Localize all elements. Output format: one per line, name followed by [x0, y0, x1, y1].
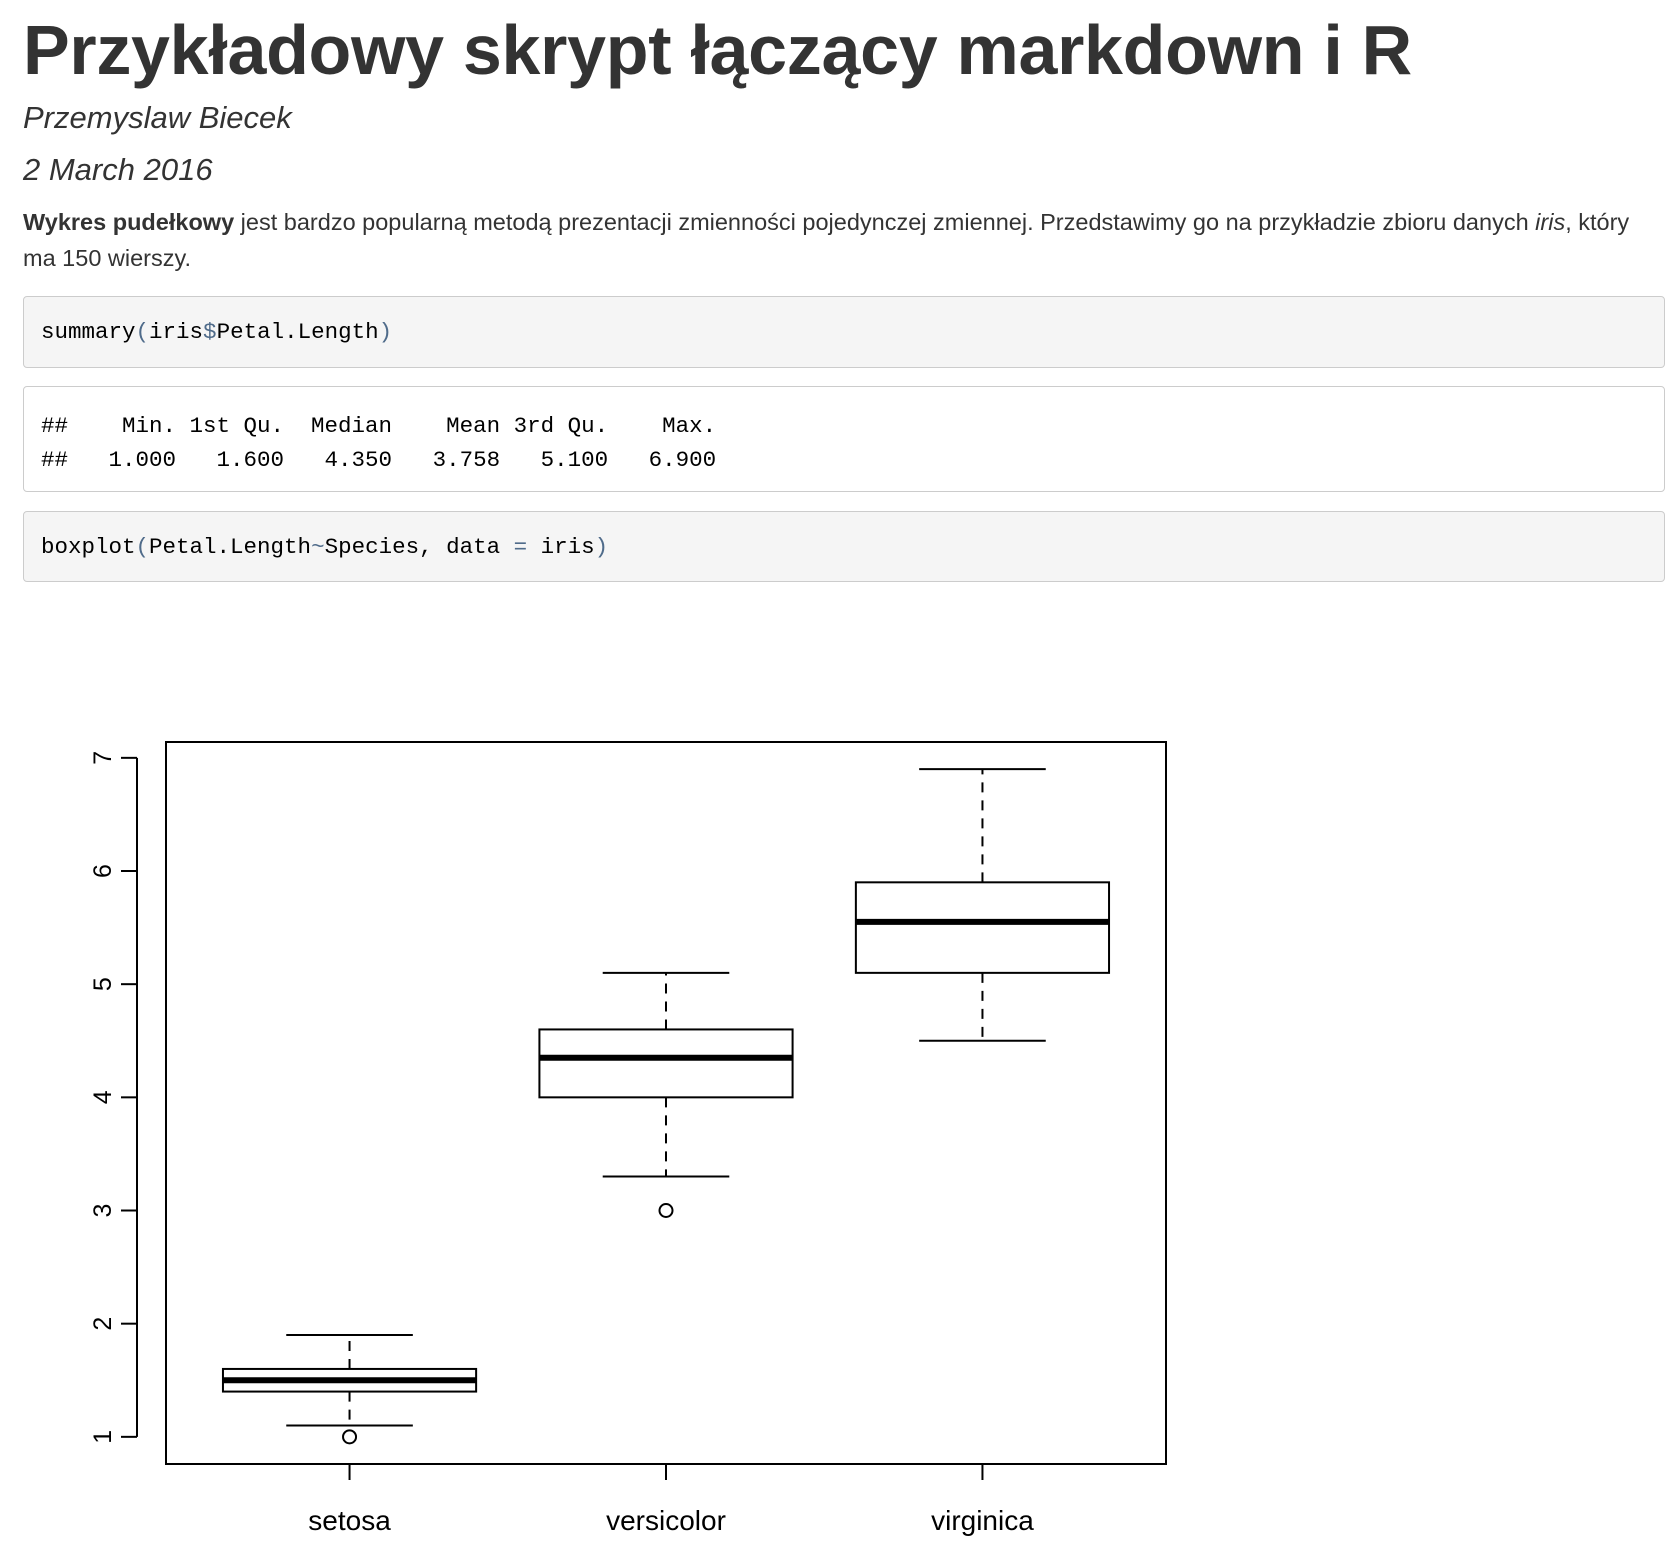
y-tick-label: 1	[89, 1430, 117, 1444]
y-tick-label: 2	[89, 1317, 117, 1331]
paragraph-text-2: , który ma 150 wierszy.	[23, 209, 1630, 271]
output-header-line: ## Min. 1st Qu. Median Mean 3rd Qu. Max.	[41, 413, 730, 439]
x-tick-label: virginica	[931, 1505, 1034, 1536]
plot-frame	[165, 741, 1167, 1465]
code-arg: iris	[149, 319, 204, 345]
box-versicolor	[538, 1028, 794, 1099]
date: 2 March 2016	[23, 152, 213, 187]
output-block-summary: ## Min. 1st Qu. Median Mean 3rd Qu. Max.…	[23, 386, 1665, 492]
code-paren-close: )	[378, 319, 393, 345]
code-arg: Petal.Length	[216, 319, 379, 345]
intro-paragraph: Wykres pudełkowy jest bardzo popularną m…	[23, 204, 1663, 276]
y-tick-label: 3	[89, 1204, 117, 1218]
y-tick-label: 7	[89, 751, 117, 765]
bold-term: Wykres pudełkowy	[23, 209, 235, 235]
code-operator: =	[513, 534, 528, 560]
code-block-boxplot: boxplot(Petal.Length~Species, data = iri…	[23, 511, 1665, 582]
code-block-summary: summary(iris$Petal.Length)	[23, 296, 1665, 368]
code-paren-open: (	[135, 319, 150, 345]
y-tick-label: 5	[89, 977, 117, 991]
y-tick-label: 6	[89, 864, 117, 878]
dataset-name: iris	[1535, 209, 1566, 235]
outlier-point	[658, 1203, 674, 1219]
box-setosa	[221, 1367, 478, 1393]
code-operator: $	[203, 319, 217, 345]
y-tick-label: 4	[89, 1090, 117, 1104]
code-operator: ~	[311, 534, 325, 560]
code-fn: summary	[41, 319, 136, 345]
code-fn: boxplot	[41, 534, 136, 560]
outlier-point	[342, 1429, 358, 1445]
box-virginica	[854, 881, 1111, 974]
output-values-line: ## 1.000 1.600 4.350 3.758 5.100 6.900	[41, 447, 730, 473]
code-paren-close: )	[594, 534, 609, 560]
x-tick-label: setosa	[308, 1505, 391, 1536]
code-arg: Petal.Length	[149, 534, 312, 560]
code-paren-open: (	[135, 534, 150, 560]
author: Przemyslaw Biecek	[23, 100, 292, 135]
page-title: Przykładowy skrypt łączący markdown i R	[23, 11, 1412, 89]
paragraph-text-1: jest bardzo popularną metodą prezentacji…	[234, 209, 1536, 235]
code-arg: Species, data	[324, 534, 514, 560]
code-arg: iris	[527, 534, 595, 560]
x-tick-label: versicolor	[606, 1505, 726, 1536]
